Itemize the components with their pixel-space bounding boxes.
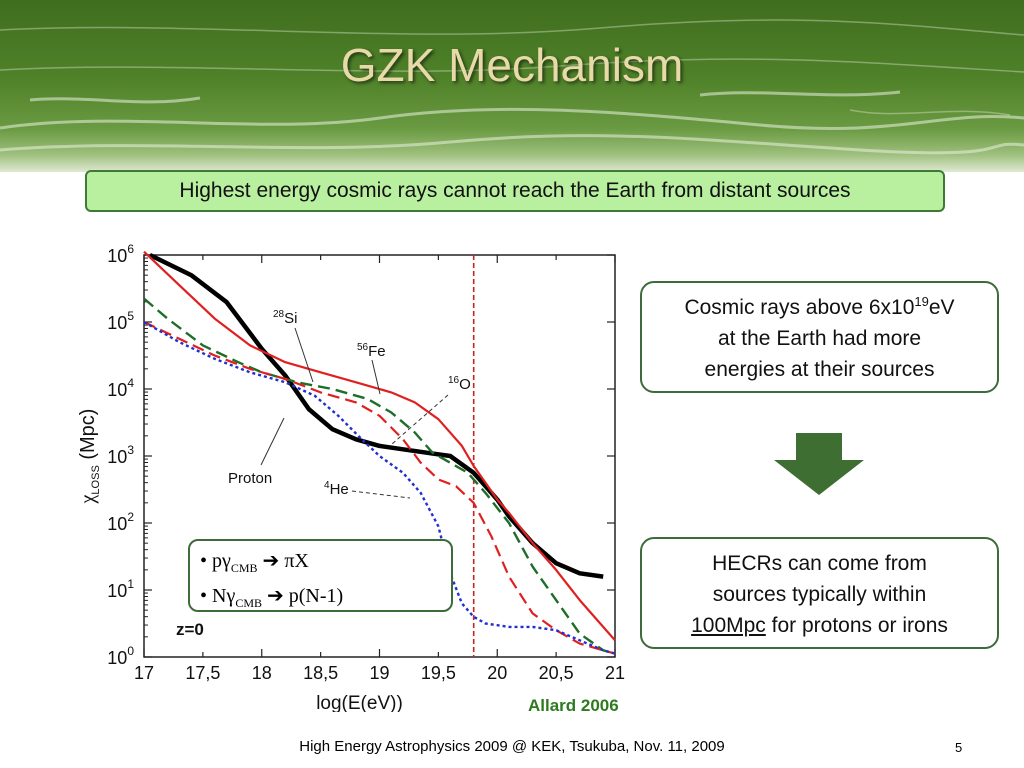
gzk-chart: 17 17,5 18 18,5 19 19,5 20 20,5 2110010110210310… [77, 242, 625, 712]
y-tick-label: 102 [107, 510, 134, 534]
he-leader [351, 490, 411, 499]
fe-label: 56Fe [357, 342, 386, 360]
cmb-subscript: CMB [230, 561, 258, 575]
y-tick-exponent: 4 [127, 376, 134, 390]
headline-box: Highest energy cosmic rays cannot reach … [85, 170, 945, 212]
cmb-subscript: CMB [235, 596, 262, 610]
si-label-symbol: Si [284, 310, 297, 327]
slide-title: GZK Mechanism [340, 39, 684, 91]
box1-exponent: 19 [914, 294, 929, 309]
y-tick-base: 10 [107, 581, 127, 601]
reaction-product: πX [284, 550, 309, 572]
si-leader [294, 327, 314, 383]
box2-distance: 100Mpc [691, 614, 766, 637]
y-tick-label: 101 [107, 577, 134, 601]
x-tick-label: 20,5 [539, 663, 574, 683]
reaction-particle: p [207, 550, 223, 572]
redshift-label: z=0 [176, 620, 204, 639]
proton-label: Proton [228, 470, 272, 487]
fe-leader [371, 359, 381, 395]
y-label-chi: χ [77, 494, 99, 504]
banner-texture [0, 19, 1024, 155]
box1-unit: eV [928, 296, 955, 319]
y-tick-label: 100 [107, 644, 134, 668]
y-label-unit: (Mpc) [77, 409, 99, 466]
y-tick-exponent: 6 [127, 242, 134, 256]
bullet: • [200, 585, 208, 607]
y-tick-base: 10 [107, 648, 127, 668]
gamma-symbol: γ [226, 585, 236, 607]
y-tick-exponent: 0 [127, 644, 134, 658]
y-tick-exponent: 1 [127, 577, 134, 591]
headline-text: Highest energy cosmic rays cannot reach … [179, 179, 851, 202]
si-label-isotope: 28 [273, 309, 285, 320]
series-he-line [143, 320, 616, 655]
reaction-proton: • pγCMB ➔ πX [200, 547, 451, 582]
o-label-symbol: O [459, 376, 471, 393]
y-tick-label: 105 [107, 309, 134, 333]
o-label: 16O [448, 375, 471, 393]
reaction-product: p(N-1) [288, 585, 344, 607]
citation: Allard 2006 [528, 696, 619, 715]
x-tick-label: 20 [487, 663, 507, 683]
o-label-isotope: 16 [448, 375, 460, 386]
x-tick-label: 17,5 [185, 663, 220, 683]
reaction-nucleus: • NγCMB ➔ p(N-1) [200, 582, 451, 617]
box1-line1: Cosmic rays above 6x1019eV [642, 292, 997, 323]
series-o-line [143, 321, 616, 655]
source-distance-box: HECRs can come from sources typically wi… [640, 537, 999, 649]
box1-line3: energies at their sources [704, 358, 935, 381]
box1-line2: at the Earth had more [717, 327, 922, 350]
source-energy-box: Cosmic rays above 6x1019eV at the Earth … [640, 281, 999, 393]
series-si-line [143, 297, 616, 655]
y-tick-label: 106 [107, 242, 134, 266]
box2-line3: 100Mpc for protons or irons [642, 610, 997, 641]
y-tick-base: 10 [107, 313, 127, 333]
x-tick-label: 19,5 [421, 663, 456, 683]
box2-line3-rest: for protons or irons [765, 614, 948, 637]
y-label-sub: LOSS [90, 465, 102, 494]
proton-leader [260, 417, 285, 466]
box2-line2: sources typically within [712, 583, 927, 606]
gamma-symbol: γ [222, 550, 231, 572]
x-tick-label: 18,5 [303, 663, 338, 683]
bullet: • [200, 550, 208, 572]
si-label: 28Si [273, 309, 297, 327]
y-tick-base: 10 [107, 447, 127, 467]
x-tick-label: 19 [369, 663, 389, 683]
down-arrow-icon [774, 433, 864, 495]
x-tick-label: 17 [134, 663, 154, 683]
box2-line1: HECRs can come from [712, 552, 927, 575]
reactions-box: • pγCMB ➔ πX • NγCMB ➔ p(N-1) [188, 539, 453, 612]
series-proton-line [148, 252, 604, 579]
y-tick-base: 10 [107, 514, 127, 534]
y-tick-label: 103 [107, 443, 134, 467]
y-tick-exponent: 2 [127, 510, 134, 524]
y-axis-label: χLOSS (Mpc) [77, 409, 102, 505]
he-label-symbol: He [330, 481, 349, 498]
right-arrow-icon: ➔ [262, 550, 280, 572]
fe-label-symbol: Fe [368, 343, 386, 360]
y-tick-exponent: 5 [127, 309, 134, 323]
reaction-particle: N [207, 585, 227, 607]
y-tick-exponent: 3 [127, 443, 134, 457]
series-fe-line [143, 250, 616, 642]
page-number: 5 [955, 740, 963, 755]
right-arrow-icon: ➔ [267, 585, 284, 607]
box1-line1-text: Cosmic rays above 6x10 [684, 296, 915, 319]
fe-label-isotope: 56 [357, 342, 369, 353]
x-tick-label: 21 [605, 663, 625, 683]
title-banner [0, 0, 1024, 172]
he-label-isotope: 4 [324, 480, 330, 491]
he-label: 4He [324, 480, 349, 498]
y-tick-label: 104 [107, 376, 134, 400]
x-axis-label: log(E(eV)) [316, 693, 403, 712]
y-tick-base: 10 [107, 246, 127, 266]
o-leader [391, 394, 449, 445]
footer-text: High Energy Astrophysics 2009 @ KEK, Tsu… [299, 738, 725, 755]
x-tick-label: 18 [252, 663, 272, 683]
y-tick-base: 10 [107, 380, 127, 400]
